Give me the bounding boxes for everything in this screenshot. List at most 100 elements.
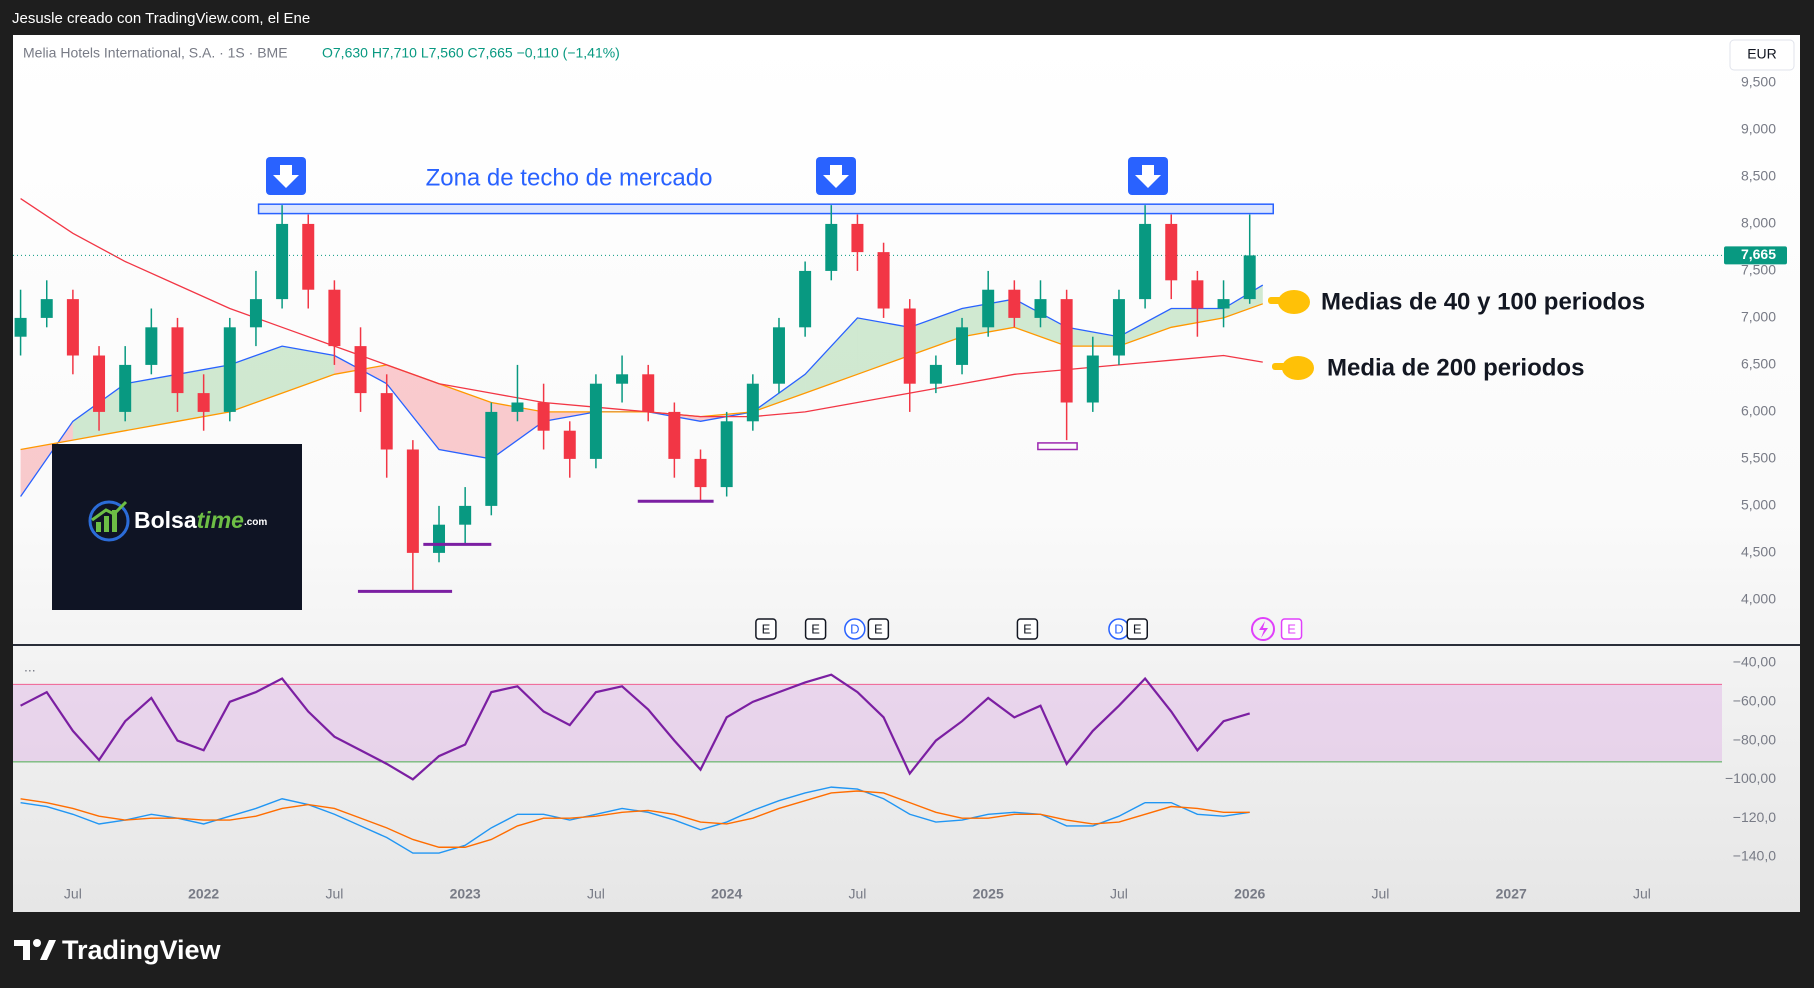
ma-cloud bbox=[386, 364, 440, 450]
y-tick-label: 6,000 bbox=[1741, 403, 1776, 419]
event-marker[interactable] bbox=[867, 618, 890, 640]
y-tick-label: 5,500 bbox=[1741, 450, 1776, 466]
event-marker[interactable] bbox=[755, 618, 777, 640]
x-tick-label: Jul bbox=[1633, 886, 1651, 902]
candle-body bbox=[616, 374, 629, 384]
ma-cloud bbox=[1118, 308, 1172, 347]
ma-cloud bbox=[805, 317, 858, 394]
event-marker[interactable] bbox=[1280, 618, 1303, 640]
indicator-legend[interactable]: ... bbox=[24, 659, 36, 675]
x-tick-label: Jul bbox=[1110, 886, 1128, 902]
candle-body bbox=[328, 289, 341, 347]
quote: O7,630 H7,710 L7,560 C7,665 −0,110 (−1,4… bbox=[322, 45, 620, 61]
candle-body bbox=[772, 327, 785, 384]
event-marker[interactable] bbox=[1016, 618, 1039, 640]
candle-body bbox=[982, 289, 995, 328]
candle-body bbox=[1165, 223, 1178, 281]
candle-body bbox=[825, 223, 838, 271]
x-tick-label: 2027 bbox=[1496, 886, 1527, 902]
arrow-icons bbox=[266, 157, 1168, 195]
candle-body bbox=[354, 346, 367, 394]
y-tick-label: −80,00 bbox=[1733, 731, 1776, 747]
x-tick-label: Jul bbox=[587, 886, 605, 902]
x-tick-label: Jul bbox=[325, 886, 343, 902]
candle-body bbox=[302, 223, 315, 290]
event-marker[interactable] bbox=[804, 618, 827, 640]
x-tick-label: 2026 bbox=[1234, 886, 1265, 902]
candle-body bbox=[93, 355, 106, 412]
x-tick-label: 2025 bbox=[973, 886, 1004, 902]
logo-brand: Bolsa bbox=[134, 507, 197, 533]
candle-body bbox=[1086, 355, 1099, 403]
candle-body bbox=[720, 421, 733, 488]
footer-brand: TradingView bbox=[62, 935, 222, 965]
candle-body bbox=[563, 430, 576, 459]
ma-annotation: Medias de 40 y 100 periodos bbox=[1321, 288, 1645, 315]
y-tick-label: −100,00 bbox=[1725, 770, 1776, 786]
candle-body bbox=[1191, 280, 1204, 309]
candle-body bbox=[1112, 299, 1125, 356]
candle-body bbox=[40, 299, 53, 318]
ma-cloud bbox=[229, 346, 283, 412]
candle-body bbox=[433, 524, 446, 553]
logo-suffix: .com bbox=[244, 517, 267, 528]
indicator-line bbox=[20, 673, 1251, 781]
candle-body bbox=[929, 364, 942, 384]
event-marker[interactable] bbox=[844, 618, 866, 640]
footer-logo bbox=[14, 939, 56, 960]
y-tick-label: 4,000 bbox=[1741, 591, 1776, 607]
x-tick-label: 2022 bbox=[188, 886, 219, 902]
candle-body bbox=[406, 449, 419, 553]
price-pane bbox=[13, 198, 1722, 593]
flash-icon[interactable] bbox=[1251, 617, 1275, 641]
event-marker[interactable] bbox=[1126, 618, 1149, 640]
ma-cloud bbox=[282, 346, 335, 394]
ma-cloud bbox=[491, 402, 544, 459]
y-tick-label: 8,000 bbox=[1741, 215, 1776, 231]
ma200-annotation: Media de 200 periodos bbox=[1327, 354, 1584, 381]
symbol: Melia Hotels International, S.A. · 1S · … bbox=[23, 45, 288, 61]
currency[interactable]: EUR bbox=[1747, 46, 1777, 62]
currency-button[interactable] bbox=[1729, 39, 1795, 71]
low-box bbox=[1037, 442, 1078, 451]
x-tick-label: 2024 bbox=[711, 886, 742, 902]
x-tick-label: 2023 bbox=[450, 886, 481, 902]
candle-body bbox=[746, 383, 759, 422]
candle-body bbox=[642, 374, 655, 412]
y-tick-label: 7,000 bbox=[1741, 309, 1776, 325]
y-tick-label: 7,500 bbox=[1741, 262, 1776, 278]
candle-body bbox=[877, 252, 890, 309]
y-tick-label: 6,500 bbox=[1741, 356, 1776, 372]
x-tick-label: Jul bbox=[848, 886, 866, 902]
credit: Jesusle creado con TradingView.com, el E… bbox=[12, 10, 310, 27]
logo-accent: time bbox=[197, 507, 245, 533]
candle-body bbox=[903, 308, 916, 384]
candle-body bbox=[537, 402, 550, 431]
event-label: E bbox=[874, 621, 883, 636]
y-tick-label: 4,500 bbox=[1741, 544, 1776, 560]
candle-body bbox=[276, 223, 289, 300]
axes: 4,000 4,500 5,000 5,500 6,000 6,500 7,000 7,500… bbox=[64, 74, 1787, 902]
last-price-tag bbox=[1724, 246, 1787, 265]
ma-cloud bbox=[439, 383, 492, 459]
logo-box bbox=[52, 444, 302, 610]
flash-glyph bbox=[1259, 621, 1268, 638]
x-tick-label: Jul bbox=[64, 886, 82, 902]
logo-mark bbox=[88, 500, 130, 542]
y-tick-label: −140,0 bbox=[1733, 848, 1776, 864]
y-tick-label: 9,500 bbox=[1741, 74, 1776, 90]
ceiling-annotation: Zona de techo de mercado bbox=[426, 164, 713, 191]
logo-text: Bolsatime.com bbox=[134, 507, 267, 533]
ma-cloud bbox=[909, 308, 963, 356]
candle-body bbox=[119, 364, 132, 412]
candle-body bbox=[1243, 255, 1256, 300]
candle-body bbox=[380, 393, 393, 450]
event-label: E bbox=[1133, 621, 1142, 636]
candle-body bbox=[66, 299, 79, 356]
indicator-pane bbox=[13, 673, 1722, 854]
candle-body bbox=[1139, 223, 1152, 300]
candle-body bbox=[956, 327, 969, 365]
last-price-label: 7,665 bbox=[1741, 246, 1776, 262]
candle-body bbox=[171, 327, 184, 394]
